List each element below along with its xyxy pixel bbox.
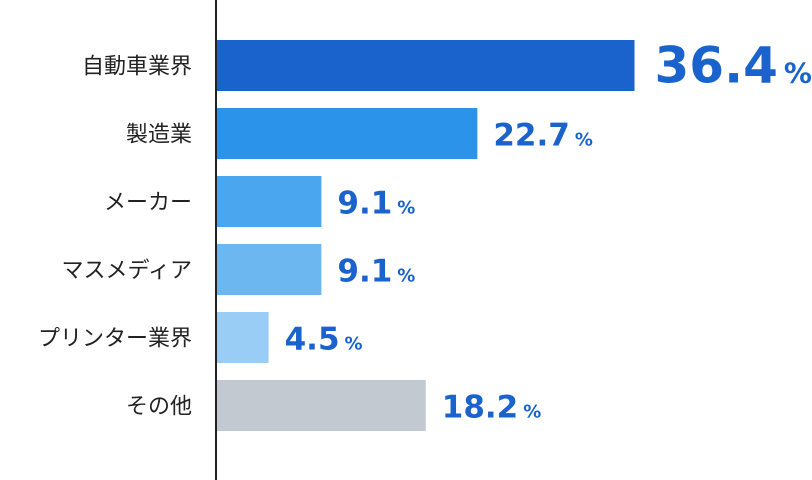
value-label: 9.1% bbox=[337, 254, 415, 290]
category-label: マスメディア bbox=[62, 259, 192, 284]
category-label: プリンター業界 bbox=[38, 327, 192, 352]
bar bbox=[217, 244, 322, 295]
category-label: メーカー bbox=[104, 191, 192, 216]
bar bbox=[217, 108, 478, 159]
bar bbox=[217, 380, 426, 431]
bar bbox=[217, 40, 635, 91]
category-label: その他 bbox=[126, 395, 192, 420]
bar bbox=[217, 176, 322, 227]
value-labels: 36.4 % 22.7 % 9.1 % 9.1 % 4.5 % 18.2% bbox=[285, 37, 812, 426]
value-label: 22.7% bbox=[493, 118, 593, 154]
bar bbox=[217, 312, 269, 363]
bars-layer bbox=[217, 40, 635, 431]
category-label: 自動車業界 bbox=[82, 55, 192, 80]
value-label: 4.5% bbox=[285, 322, 363, 358]
value-label: 36.4% bbox=[655, 37, 812, 95]
value-label: 18.2% bbox=[442, 390, 542, 426]
value-label: 9.1% bbox=[337, 186, 415, 222]
category-label: 製造業 bbox=[126, 123, 192, 148]
